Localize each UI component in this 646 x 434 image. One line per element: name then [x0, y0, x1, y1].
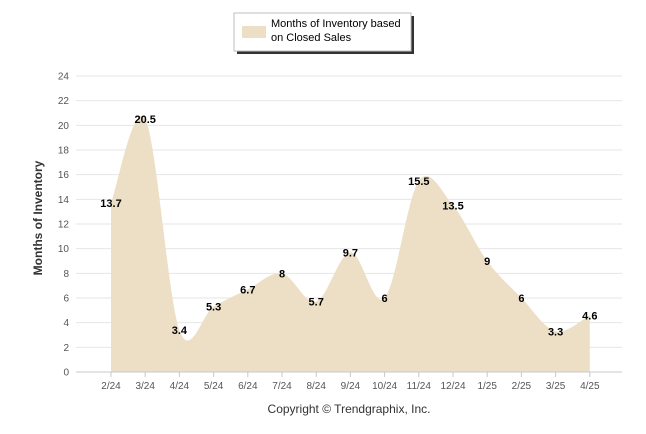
- x-tick-label: 3/24: [135, 381, 155, 392]
- y-tick-label: 18: [58, 146, 70, 157]
- x-tick-label: 2/24: [101, 381, 121, 392]
- x-tick-label: 4/25: [580, 381, 600, 392]
- x-tick-label: 4/24: [170, 381, 190, 392]
- y-tick-label: 22: [58, 96, 70, 107]
- x-tick-label: 9/24: [341, 381, 361, 392]
- data-label: 3.3: [548, 326, 563, 338]
- y-axis-label: Months of Inventory: [31, 160, 45, 275]
- x-tick-label: 1/25: [477, 381, 497, 392]
- x-axis-ticks: 2/24 3/24 4/24 5/24 6/24 7/24 8/24 9/24 10/24 11/…: [101, 372, 600, 392]
- data-label: 5.7: [309, 297, 324, 309]
- y-tick-label: 10: [58, 244, 70, 255]
- area-series: [111, 115, 590, 373]
- y-tick-label: 24: [58, 72, 70, 83]
- x-tick-label: 5/24: [204, 381, 224, 392]
- y-tick-label: 0: [63, 368, 69, 379]
- copyright-footer: Copyright © Trendgraphix, Inc.: [268, 402, 431, 416]
- data-label: 6: [382, 293, 388, 305]
- x-tick-label: 2/25: [512, 381, 532, 392]
- legend-label-line-1: Months of Inventory based: [271, 18, 401, 30]
- data-label: 6: [518, 293, 524, 305]
- x-tick-label: 10/24: [372, 381, 397, 392]
- y-tick-label: 2: [63, 343, 69, 354]
- data-label: 13.5: [442, 201, 463, 213]
- y-tick-label: 14: [58, 195, 70, 206]
- y-tick-label: 4: [63, 318, 69, 329]
- area-fill: [111, 115, 590, 373]
- y-tick-label: 16: [58, 170, 70, 181]
- x-tick-label: 11/24: [407, 381, 432, 392]
- data-label: 6.7: [240, 284, 255, 296]
- data-label: 9.7: [343, 247, 358, 259]
- y-tick-label: 20: [58, 121, 70, 132]
- x-tick-label: 6/24: [238, 381, 258, 392]
- legend-swatch: [242, 26, 266, 38]
- x-tick-label: 3/25: [546, 381, 566, 392]
- y-tick-label: 6: [63, 294, 69, 305]
- data-label: 13.7: [100, 198, 121, 210]
- y-tick-label: 12: [58, 220, 70, 231]
- data-label: 8: [279, 268, 285, 280]
- x-tick-label: 12/24: [440, 381, 465, 392]
- data-label: 5.3: [206, 302, 221, 314]
- data-labels: 13.7 20.5 3.4 5.3 6.7 8 5.7 9.7 6 15.5 13.5 9 6 3.3 4.…: [100, 114, 597, 338]
- data-label: 3.4: [172, 325, 188, 337]
- legend: Months of Inventory based on Closed Sale…: [233, 12, 414, 54]
- data-label: 15.5: [408, 176, 429, 188]
- data-label: 4.6: [582, 310, 597, 322]
- data-label: 9: [484, 256, 490, 268]
- legend-label-line-2: on Closed Sales: [271, 32, 352, 44]
- y-tick-label: 8: [63, 269, 69, 280]
- data-label: 20.5: [134, 114, 155, 126]
- x-tick-label: 8/24: [306, 381, 326, 392]
- x-tick-label: 7/24: [272, 381, 292, 392]
